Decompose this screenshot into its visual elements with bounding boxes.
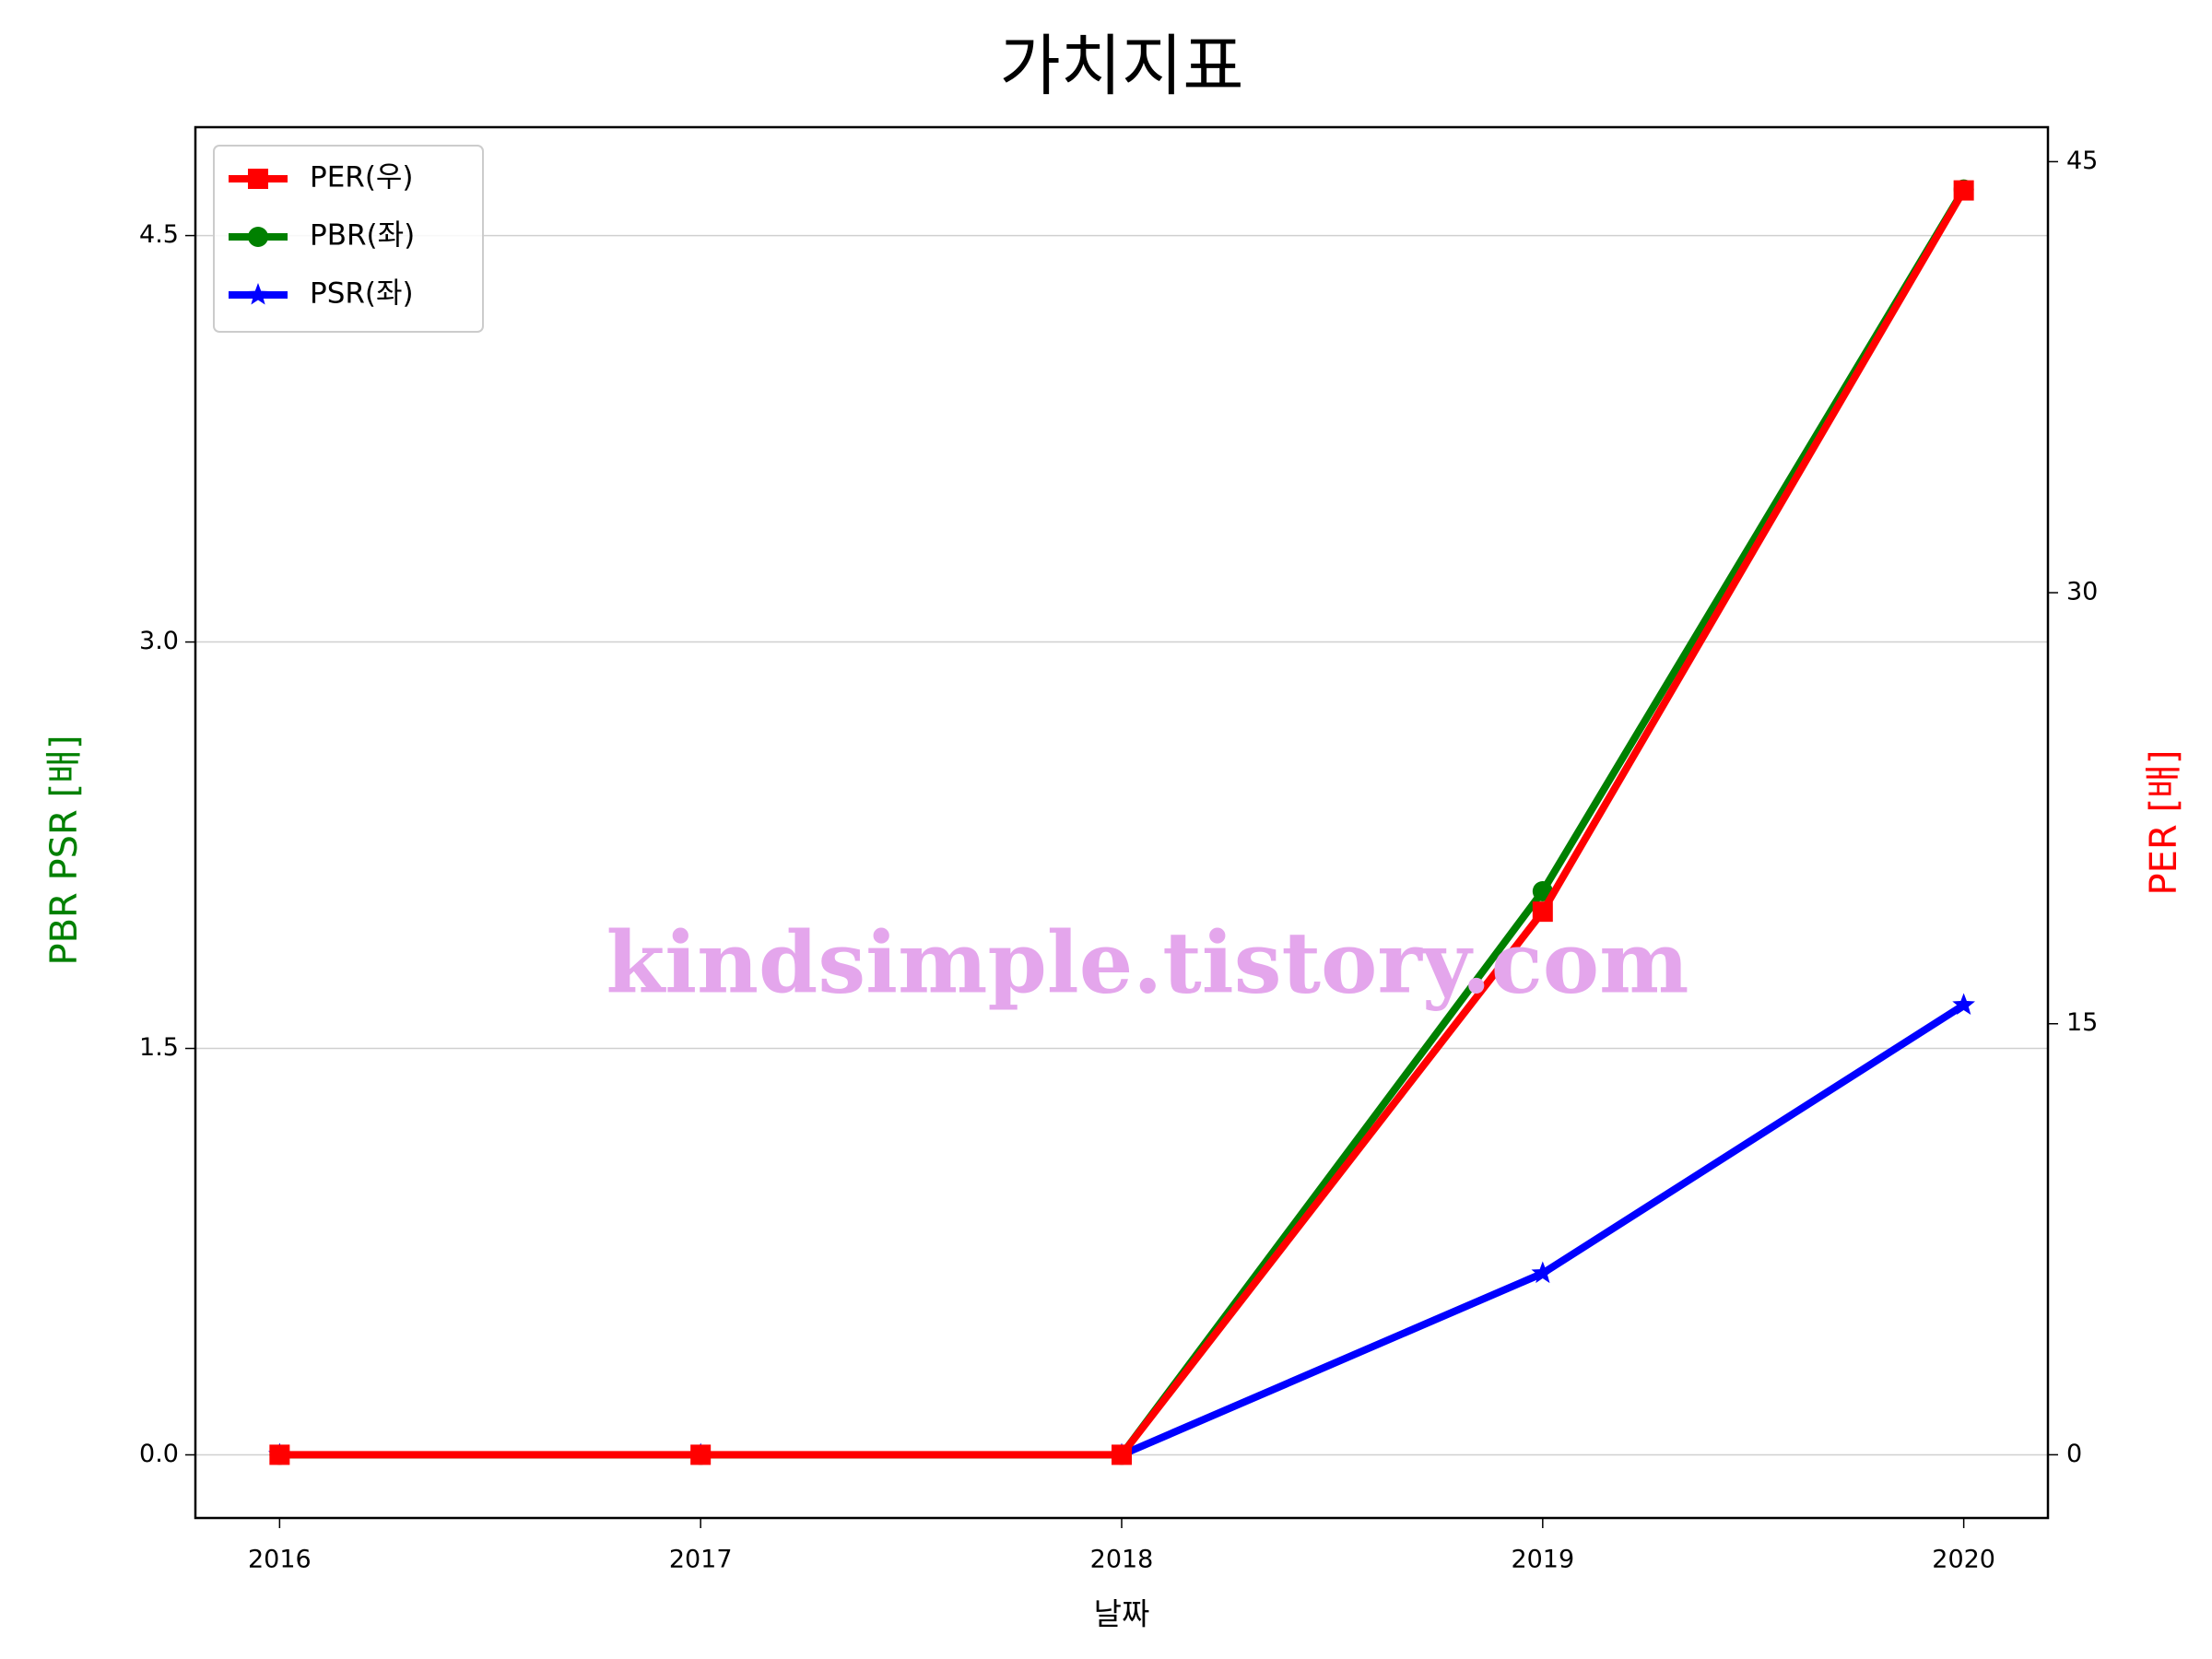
marker xyxy=(1953,180,1974,201)
y2-tick-label: 15 xyxy=(2066,1008,2098,1037)
legend: PER(우) PBR(좌) PSR(좌) xyxy=(213,145,484,333)
x-axis-label: 날짜 xyxy=(1094,1596,1150,1632)
legend-marker xyxy=(248,169,268,189)
marker xyxy=(1112,1444,1132,1465)
y2-tick-label: 30 xyxy=(2066,578,2098,606)
plot-frame xyxy=(194,125,2050,1520)
y-tick-label: 4.5 xyxy=(139,220,179,249)
y-tick-label: 0.0 xyxy=(139,1440,179,1468)
legend-marker xyxy=(248,227,268,247)
series xyxy=(269,180,1974,1465)
y-tick-label: 3.0 xyxy=(139,627,179,655)
marker xyxy=(269,1444,290,1465)
y2-tick-label: 0 xyxy=(2066,1440,2082,1468)
chart-title: 가치지표 xyxy=(1000,28,1244,105)
legend-label: PSR(좌) xyxy=(310,277,414,311)
marker xyxy=(1531,1261,1555,1284)
y2-tick-label: 45 xyxy=(2066,147,2098,175)
legend-label: PER(우) xyxy=(310,161,414,194)
y-axis-label: PBR PSR [배] xyxy=(43,735,86,965)
legend-label: PBR(좌) xyxy=(310,219,415,253)
marker xyxy=(690,1444,712,1465)
marker xyxy=(1952,993,1975,1015)
watermark: kindsimple.tistory.com xyxy=(606,913,1688,1013)
x-tick-label: 2020 xyxy=(1932,1546,1995,1574)
legend-box xyxy=(213,145,484,333)
x-tick-label: 2018 xyxy=(1090,1546,1154,1574)
y2-axis-label: PER [배] xyxy=(2143,750,2185,896)
x-tick-label: 2019 xyxy=(1511,1546,1574,1574)
x-tick-label: 2017 xyxy=(669,1546,733,1574)
x-tick-label: 2016 xyxy=(248,1546,312,1574)
y-tick-label: 1.5 xyxy=(139,1033,179,1062)
marker xyxy=(1532,901,1553,923)
legend-marker xyxy=(246,283,270,305)
